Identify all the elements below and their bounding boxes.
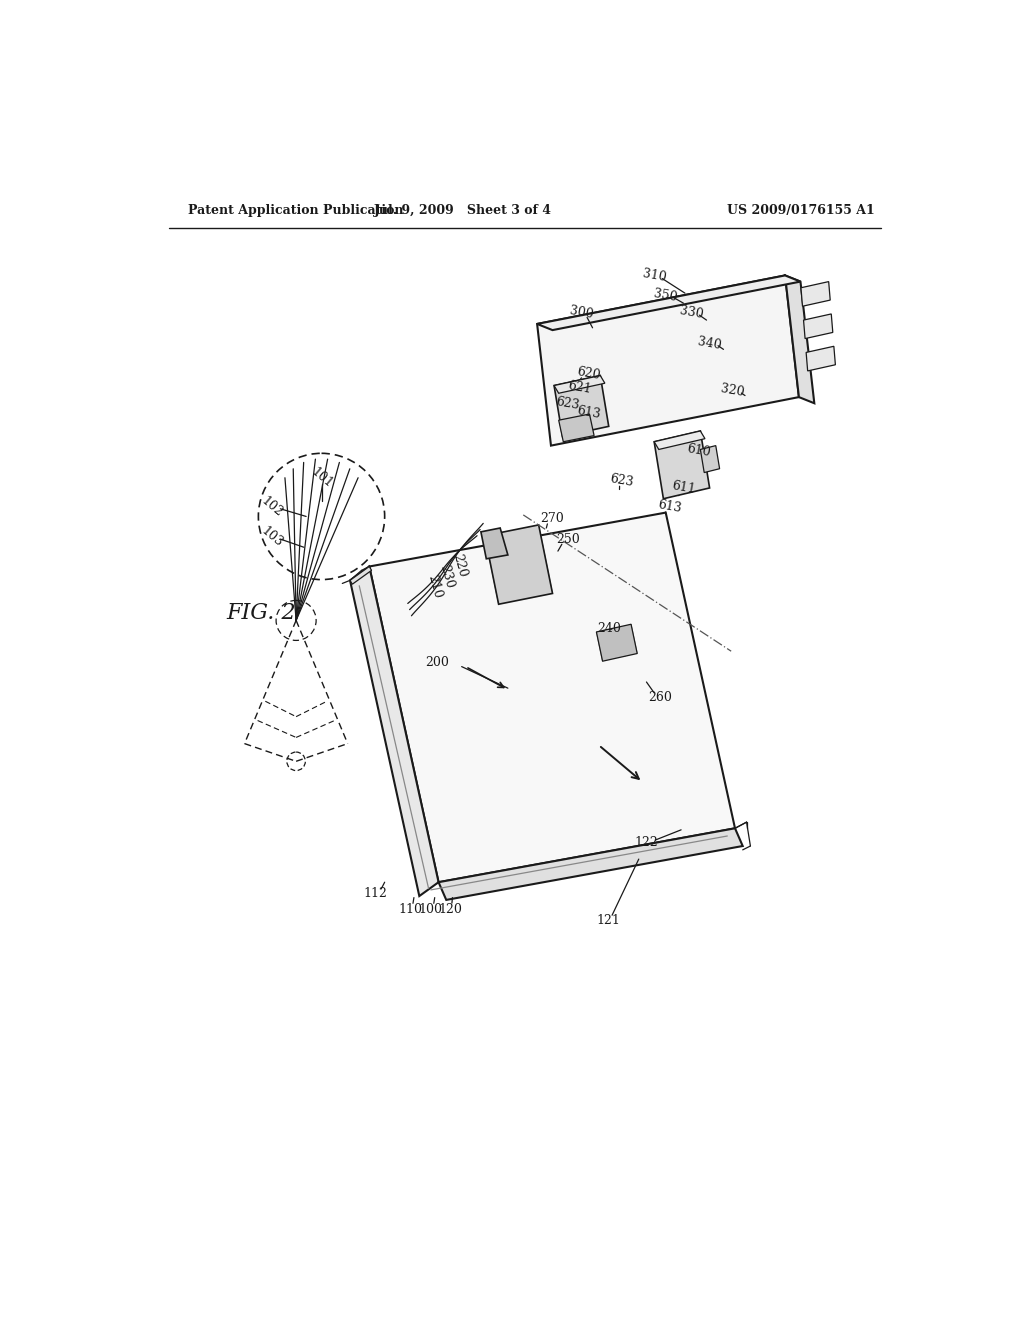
Text: 230: 230 xyxy=(437,564,457,590)
Text: 623: 623 xyxy=(555,395,581,412)
Text: 613: 613 xyxy=(656,498,683,515)
Polygon shape xyxy=(654,430,710,499)
Text: 350: 350 xyxy=(653,286,679,304)
Text: 300: 300 xyxy=(569,304,595,321)
Polygon shape xyxy=(538,276,799,446)
Polygon shape xyxy=(806,346,836,371)
Text: 121: 121 xyxy=(596,915,620,927)
Polygon shape xyxy=(804,314,833,339)
Polygon shape xyxy=(350,566,372,585)
Polygon shape xyxy=(370,512,735,882)
Polygon shape xyxy=(554,376,608,437)
Text: 320: 320 xyxy=(720,383,745,400)
Polygon shape xyxy=(700,446,720,473)
Polygon shape xyxy=(481,528,508,558)
Text: 110: 110 xyxy=(398,903,422,916)
Text: 102: 102 xyxy=(258,495,285,520)
Text: FIG. 2: FIG. 2 xyxy=(226,602,296,624)
Polygon shape xyxy=(438,829,742,900)
Text: 240: 240 xyxy=(598,622,622,635)
Text: 260: 260 xyxy=(648,690,673,704)
Polygon shape xyxy=(350,566,438,896)
Text: 611: 611 xyxy=(671,479,696,496)
Text: 101: 101 xyxy=(308,465,335,491)
Polygon shape xyxy=(484,525,553,605)
Text: 103: 103 xyxy=(258,524,285,550)
Text: Jul. 9, 2009   Sheet 3 of 4: Jul. 9, 2009 Sheet 3 of 4 xyxy=(374,205,552,218)
Text: 120: 120 xyxy=(438,903,462,916)
Text: 620: 620 xyxy=(575,366,601,383)
Text: 210: 210 xyxy=(425,573,444,599)
Text: 613: 613 xyxy=(575,404,602,421)
Polygon shape xyxy=(538,276,801,330)
Polygon shape xyxy=(785,276,814,404)
Text: 621: 621 xyxy=(566,379,592,396)
Text: 330: 330 xyxy=(678,304,705,321)
Text: 250: 250 xyxy=(556,533,580,546)
Text: 220: 220 xyxy=(450,553,469,579)
Text: US 2009/0176155 A1: US 2009/0176155 A1 xyxy=(727,205,874,218)
Polygon shape xyxy=(559,414,594,442)
Text: 122: 122 xyxy=(635,836,658,849)
Text: 270: 270 xyxy=(541,512,564,525)
Polygon shape xyxy=(801,281,830,306)
Text: 310: 310 xyxy=(641,267,667,284)
Text: Patent Application Publication: Patent Application Publication xyxy=(188,205,403,218)
Text: 610: 610 xyxy=(686,442,712,459)
Polygon shape xyxy=(654,430,705,449)
Polygon shape xyxy=(596,624,637,661)
Text: 623: 623 xyxy=(609,471,635,488)
Text: 200: 200 xyxy=(425,656,449,669)
Text: 100: 100 xyxy=(419,903,442,916)
Polygon shape xyxy=(554,376,605,393)
Text: 112: 112 xyxy=(364,887,387,900)
Text: 340: 340 xyxy=(696,335,723,351)
